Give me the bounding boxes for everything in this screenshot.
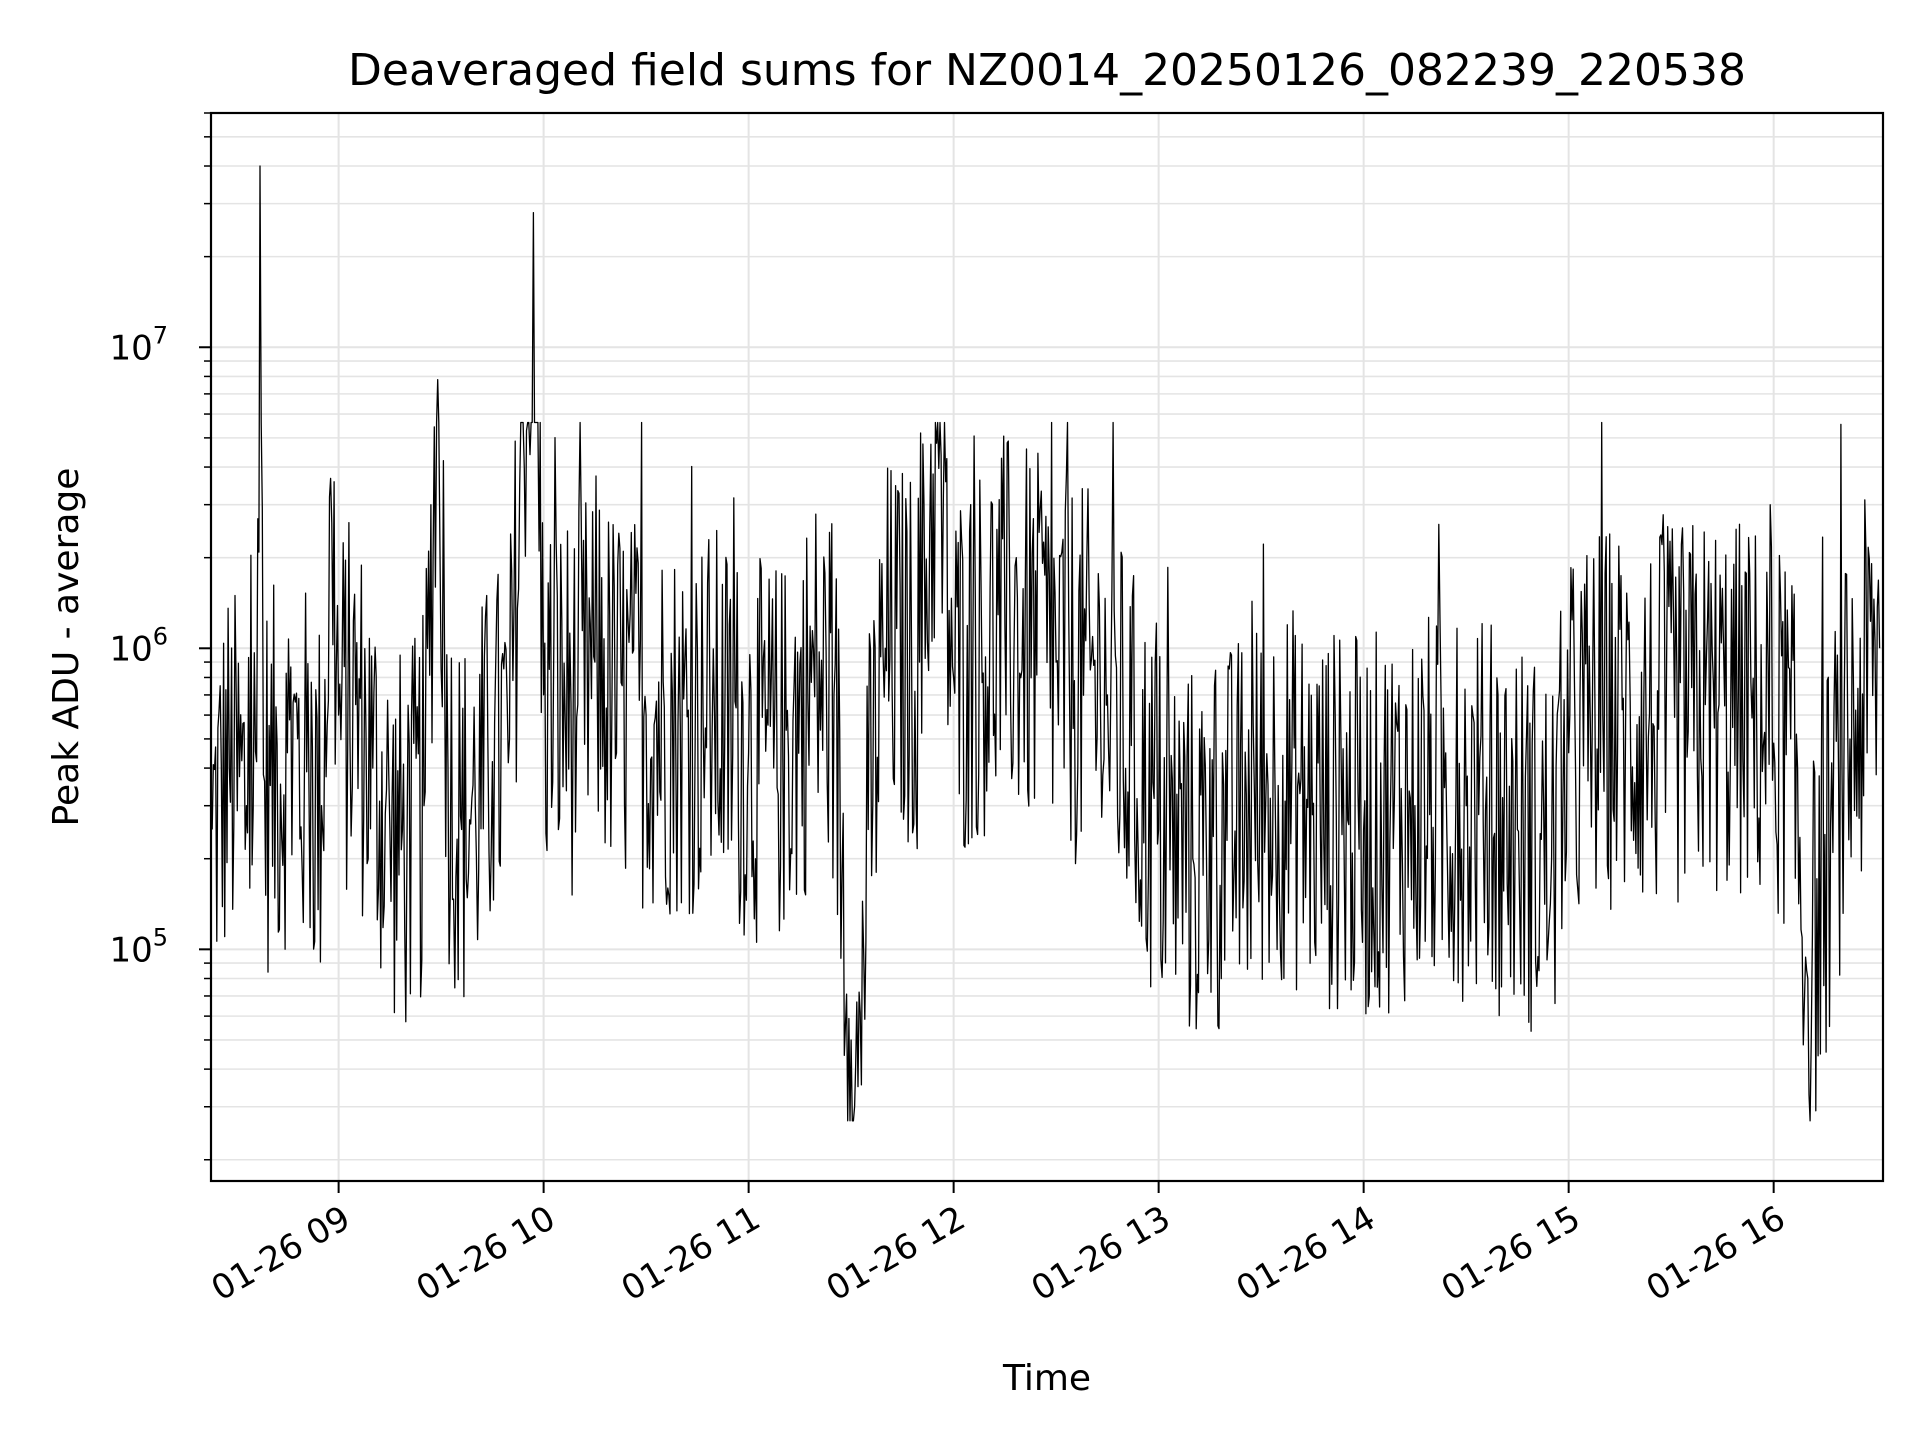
y-tick-label-base: 10 bbox=[109, 930, 152, 970]
plot-frame bbox=[209, 111, 1885, 1183]
series-layer bbox=[211, 165, 1881, 1122]
y-tick-label: 106 bbox=[109, 622, 168, 669]
y-tick-label-exponent: 7 bbox=[153, 321, 168, 349]
y-tick-label-exponent: 6 bbox=[153, 622, 168, 650]
y-tick-label-base: 10 bbox=[109, 328, 152, 368]
chart-title: Deaveraged field sums for NZ0014_2025012… bbox=[348, 45, 1746, 96]
grid bbox=[211, 112, 1883, 1181]
series-line bbox=[211, 165, 1881, 1122]
y-tick-label: 107 bbox=[109, 321, 168, 368]
y-axis-label: Peak ADU - average bbox=[46, 468, 87, 827]
x-axis-label: Time bbox=[1002, 1358, 1091, 1399]
y-tick-label-exponent: 5 bbox=[153, 923, 168, 951]
y-tick-label-base: 10 bbox=[109, 629, 152, 669]
y-tick-label: 105 bbox=[109, 923, 168, 970]
